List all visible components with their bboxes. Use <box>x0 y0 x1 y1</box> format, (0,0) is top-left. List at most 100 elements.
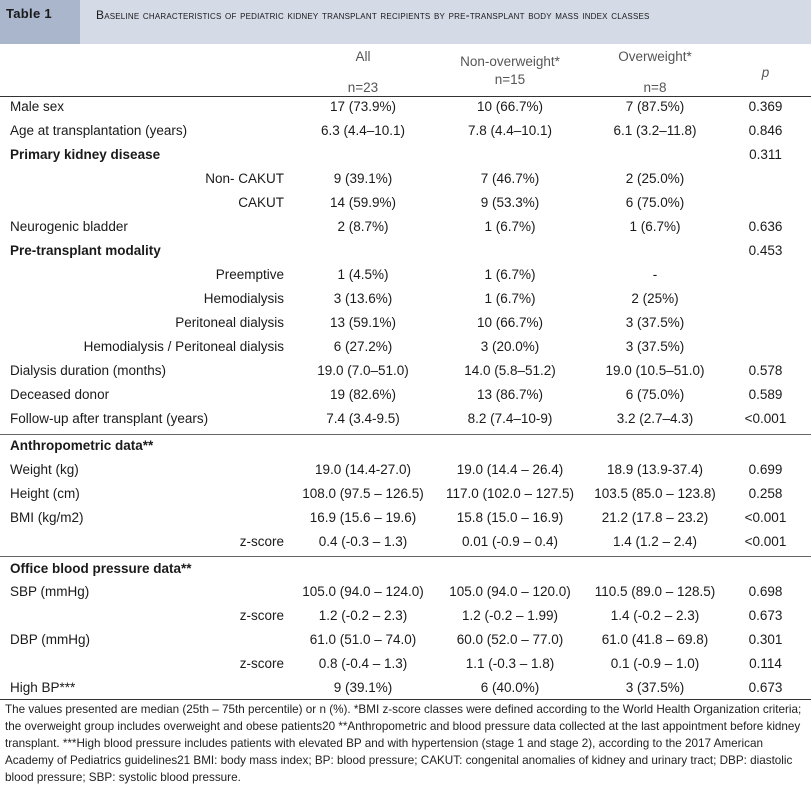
cell-ow: 3 (37.5%) <box>625 315 685 330</box>
row-label: Height (cm) <box>10 486 80 501</box>
table-row: z-score 0.4 (-0.3 – 1.3) 0.01 (-0.9 – 0.4)… <box>0 530 811 554</box>
row-label: Pre-transplant modality <box>10 243 161 258</box>
row-label: Office blood pressure data** <box>10 561 192 576</box>
cell-ow: 2 (25.0%) <box>625 171 685 186</box>
cell-ow: 1.4 (1.2 – 2.4) <box>612 534 698 549</box>
table-row: Preemptive 1 (4.5%) 1 (6.7%) - <box>0 263 811 287</box>
cell-ow: - <box>652 267 658 282</box>
cell-all: 105.0 (94.0 – 124.0) <box>302 584 424 599</box>
cell-nonow: 1 (6.7%) <box>484 219 536 234</box>
row-label: Non- CAKUT <box>205 171 284 186</box>
table-row: Anthropometric data** <box>0 434 811 458</box>
table-row: Hemodialysis / Peritoneal dialysis 6 (27.… <box>0 335 811 359</box>
cell-nonow: 60.0 (52.0 – 77.0) <box>456 632 564 647</box>
table-row: Age at transplantation (years) 6.3 (4.4–1… <box>0 119 811 143</box>
cell-all: 19.0 (14.4-27.0) <box>314 462 412 477</box>
table-row: z-score 1.2 (-0.2 – 2.3) 1.2 (-0.2 – 1.99)… <box>0 604 811 628</box>
table-row: Follow-up after transplant (years) 7.4 (3… <box>0 407 811 431</box>
cell-ow: 0.1 (-0.9 – 1.0) <box>610 656 700 671</box>
row-label: z-score <box>239 608 284 623</box>
section-divider <box>0 556 811 557</box>
section-divider <box>0 434 811 435</box>
cell-all: 1 (4.5%) <box>337 267 389 282</box>
header-divider <box>0 96 811 97</box>
cell-nonow: 19.0 (14.4 – 26.4) <box>456 462 564 477</box>
cell-p: 0.699 <box>748 462 783 477</box>
table-row: Dialysis duration (months) 19.0 (7.0–51.0… <box>0 359 811 383</box>
cell-p: 0.698 <box>748 584 783 599</box>
row-label: CAKUT <box>238 195 284 210</box>
table-row: Peritoneal dialysis 13 (59.1%) 10 (66.7%) 3… <box>0 311 811 335</box>
table-row: Office blood pressure data** <box>0 557 811 581</box>
cell-ow: 3 (37.5%) <box>625 339 685 354</box>
table-row: Neurogenic bladder 2 (8.7%) 1 (6.7%) 1 (6.7… <box>0 215 811 239</box>
cell-nonow: 8.2 (7.4–10-9) <box>467 411 553 426</box>
cell-nonow: 7 (46.7%) <box>480 171 540 186</box>
table-row: High BP*** 9 (39.1%) 6 (40.0%) 3 (37.5%) 0.6… <box>0 676 811 700</box>
table-caption: Baseline characteristics of pediatric ki… <box>96 8 650 22</box>
cell-p: 0.846 <box>748 123 783 138</box>
cell-all: 6.3 (4.4–10.1) <box>320 123 406 138</box>
table-row: Deceased donor 19 (82.6%) 13 (86.7%) 6 (75.… <box>0 383 811 407</box>
cell-p: 0.673 <box>748 608 783 623</box>
cell-all: 19 (82.6%) <box>329 387 397 402</box>
table-row: SBP (mmHg) 105.0 (94.0 – 124.0) 105.0 (94.… <box>0 580 811 604</box>
cell-ow: 3.2 (2.7–4.3) <box>616 411 694 426</box>
cell-all: 17 (73.9%) <box>329 99 397 114</box>
cell-nonow: 1.2 (-0.2 – 1.99) <box>461 608 559 623</box>
row-label: Weight (kg) <box>10 462 79 477</box>
cell-nonow: 10 (66.7%) <box>476 99 544 114</box>
col-header-nonoverweight-n: n=15 <box>494 72 526 87</box>
cell-p: 0.311 <box>749 147 782 162</box>
cell-ow: 1.4 (-0.2 – 2.3) <box>610 608 700 623</box>
col-header-overweight: Overweight* <box>618 49 692 64</box>
cell-p: 0.114 <box>749 656 782 671</box>
table-row: Male sex 17 (73.9%) 10 (66.7%) 7 (87.5%) 0.3… <box>0 95 811 119</box>
cell-ow: 61.0 (41.8 – 69.8) <box>601 632 709 647</box>
cell-all: 0.8 (-0.4 – 1.3) <box>318 656 408 671</box>
cell-all: 6 (27.2%) <box>333 339 393 354</box>
table-row: Pre-transplant modality 0.453 <box>0 239 811 263</box>
cell-all: 1.2 (-0.2 – 2.3) <box>318 608 408 623</box>
col-header-overweight-n: n=8 <box>643 80 667 95</box>
cell-nonow: 1.1 (-0.3 – 1.8) <box>465 656 555 671</box>
col-header-p: p <box>761 65 770 80</box>
col-header-nonoverweight: Non-overweight* <box>460 54 560 69</box>
table-bottom-rule <box>0 699 811 700</box>
row-label: Deceased donor <box>10 387 110 402</box>
cell-ow: 6 (75.0%) <box>625 195 685 210</box>
cell-p: 0.673 <box>748 680 783 695</box>
row-label: BMI (kg/m2) <box>10 510 84 525</box>
cell-p: 0.369 <box>748 99 783 114</box>
table-row: BMI (kg/m2) 16.9 (15.6 – 19.6) 15.8 (15.0 … <box>0 506 811 530</box>
cell-p: 0.453 <box>748 243 783 258</box>
row-label: Follow-up after transplant (years) <box>10 411 209 426</box>
cell-all: 9 (39.1%) <box>333 171 393 186</box>
cell-all: 3 (13.6%) <box>333 291 393 306</box>
cell-nonow: 9 (53.3%) <box>480 195 540 210</box>
cell-all: 2 (8.7%) <box>337 219 389 234</box>
cell-p: 0.589 <box>748 387 783 402</box>
table-row: Height (cm) 108.0 (97.5 – 126.5) 117.0 (10… <box>0 482 811 506</box>
cell-ow: 103.5 (85.0 – 123.8) <box>594 486 716 501</box>
cell-all: 16.9 (15.6 – 19.6) <box>309 510 417 525</box>
table-footnote: The values presented are median (25th – … <box>5 703 802 784</box>
cell-ow: 2 (25%) <box>631 291 679 306</box>
cell-ow: 18.9 (13.9-37.4) <box>606 462 704 477</box>
row-label: SBP (mmHg) <box>10 584 90 599</box>
table-row: CAKUT 14 (59.9%) 9 (53.3%) 6 (75.0%) <box>0 191 811 215</box>
cell-nonow: 7.8 (4.4–10.1) <box>467 123 553 138</box>
cell-p: 0.258 <box>748 486 783 501</box>
table-row: Primary kidney disease 0.311 <box>0 143 811 167</box>
table-title-bar <box>0 0 811 44</box>
cell-ow: 6 (75.0%) <box>625 387 685 402</box>
cell-p: <0.001 <box>744 510 787 525</box>
cell-p: 0.636 <box>748 219 783 234</box>
cell-p: <0.001 <box>744 411 787 426</box>
row-label: Dialysis duration (months) <box>10 363 167 378</box>
row-label: z-score <box>239 656 284 671</box>
cell-p: 0.578 <box>748 363 783 378</box>
row-label: DBP (mmHg) <box>10 632 91 647</box>
cell-p: 0.301 <box>748 632 783 647</box>
cell-all: 13 (59.1%) <box>329 315 397 330</box>
